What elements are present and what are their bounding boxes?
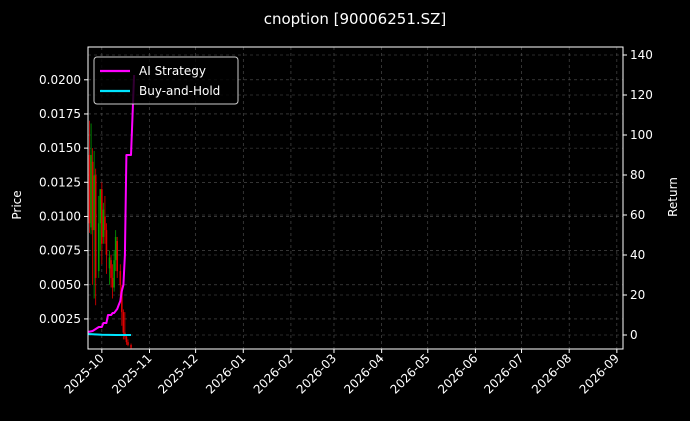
candle-body <box>93 175 95 231</box>
return-tick-label: 80 <box>630 168 645 182</box>
candle-body <box>122 312 125 333</box>
y2-axis-label: Return <box>666 177 680 217</box>
candle-body <box>110 260 112 278</box>
legend: AI Strategy Buy-and-Hold <box>93 56 239 105</box>
chart-title: cnoption [90006251.SZ] <box>264 10 447 28</box>
plot-frame <box>87 46 624 350</box>
price-tick-label: 0.0025 <box>39 312 81 326</box>
series-line-ai-strategy <box>87 74 136 333</box>
candle-body <box>127 342 129 345</box>
candle-body <box>105 230 108 255</box>
candle-body <box>102 209 105 237</box>
candle-body <box>111 277 114 288</box>
return-axis: 0 20 40 60 80 100 120 140 <box>623 48 653 342</box>
price-tick-label: 0.0100 <box>39 209 81 223</box>
candle-body <box>113 260 115 288</box>
candle-body <box>121 287 123 313</box>
return-tick-label: 100 <box>630 128 653 142</box>
candle-body <box>99 189 102 224</box>
candle-body <box>104 216 106 231</box>
legend-label-buy-and-hold: Buy-and-Hold <box>139 84 220 98</box>
candle-body <box>119 271 122 285</box>
candle-body <box>108 257 111 269</box>
candle-body <box>97 223 100 272</box>
grid <box>88 47 623 349</box>
price-tick-label: 0.0125 <box>39 175 81 189</box>
return-lines <box>87 74 136 336</box>
candle-body <box>101 189 103 244</box>
series-line-buy-and-hold <box>87 333 131 336</box>
candle-body <box>90 154 92 228</box>
legend-label-ai-strategy: AI Strategy <box>139 64 206 78</box>
price-tick-label: 0.0050 <box>39 278 81 292</box>
candle-body <box>116 241 119 272</box>
candle-body <box>88 154 91 224</box>
return-tick-label: 140 <box>630 48 653 62</box>
return-tick-label: 60 <box>630 208 645 222</box>
legend-box <box>93 56 239 105</box>
candle-body <box>94 175 97 278</box>
return-tick-label: 0 <box>630 328 638 342</box>
candle-body <box>91 161 94 231</box>
price-tick-label: 0.0150 <box>39 141 81 155</box>
candle-body <box>114 236 117 261</box>
return-tick-label: 120 <box>630 88 653 102</box>
price-tick-label: 0.0175 <box>39 107 81 121</box>
price-tick-label: 0.0075 <box>39 244 81 258</box>
price-axis: 0.0025 0.0050 0.0075 0.0100 0.0125 0.0150 0.01… <box>39 73 88 326</box>
return-tick-label: 20 <box>630 288 645 302</box>
candle-body <box>125 336 128 343</box>
return-tick-label: 40 <box>630 248 645 262</box>
candle-body <box>130 344 132 348</box>
candlesticks <box>88 120 132 349</box>
y-axis-label: Price <box>10 190 24 219</box>
price-tick-label: 0.0200 <box>39 73 81 87</box>
